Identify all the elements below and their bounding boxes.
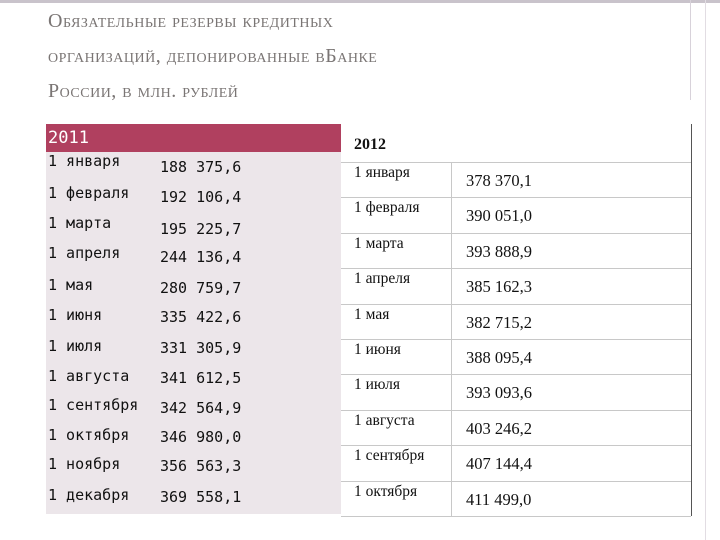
table-2011-value: 188 375,6 [160,158,242,176]
table-2011-month: 1 февраля [48,184,130,202]
table-2012-month: 1 сентября [354,447,425,465]
table-2012-month: 1 марта [354,234,404,252]
table-2011-month: 1 августа [48,367,130,385]
table-2012-value: 385 162,3 [466,277,532,297]
slide-title: Обязательные резервы кредитных организац… [48,4,668,109]
table-2012-value: 382 715,2 [466,312,532,332]
title-line-1: Обязательные резервы кредитных [48,10,334,32]
table-2012-month: 1 апреля [354,270,411,288]
table-2011-month: 1 июля [48,337,103,355]
table-2011-month: 1 июня [48,306,103,324]
table-2011-value: 280 759,7 [160,279,242,297]
table-2012-value: 378 370,1 [466,171,532,190]
table-2011-value: 331 305,9 [160,339,242,357]
table-2011-month: 1 сентября [48,396,139,414]
table-2011-month: 1 марта [48,214,112,232]
table-2011-month: 1 мая [48,276,94,294]
table-2012-row-divider [341,480,691,482]
table-2011-value: 369 558,1 [160,488,242,506]
table-2011-header: 2011 [46,124,341,152]
table-2012-month: 1 мая [354,305,390,323]
table-2012-value: 407 144,4 [466,454,532,474]
table-2012-row-divider [341,374,691,376]
table-2012-value: 393 093,6 [466,383,532,403]
table-2011-body [46,152,341,514]
table-2012-header-label: 2012 [354,136,386,153]
title-line-3: России, в млн. рублей [48,80,239,102]
slide-top-border [0,0,720,3]
table-2012-row-divider [341,409,691,411]
table-2012-row-divider [341,339,691,340]
table-2012-month: 1 августа [354,411,415,429]
table-2011-value: 192 106,4 [160,188,242,206]
table-2012-month: 1 января [354,164,410,181]
table-2012-value: 388 095,4 [466,348,532,367]
table-2011-month: 1 декабря [48,486,130,504]
table-2011: 2011 1 января 188 375,6 1 февраля 192 106,4… [46,124,341,514]
table-2011-value: 244 136,4 [160,248,242,266]
table-2011-value: 335 422,6 [160,308,242,326]
table-2012-month: 1 октября [354,482,418,500]
table-2011-month: 1 апреля [48,244,121,262]
table-2012: 2012 1 января 378 370,1 1 февраля 390 051,0… [341,124,692,517]
table-2011-value: 346 980,0 [160,428,242,446]
table-2012-month: 1 июня [354,341,401,358]
slide-right-margin-line [705,0,706,540]
table-2011-month: 1 ноября [48,455,121,473]
table-2011-value: 356 563,3 [160,457,242,475]
table-2012-value: 403 246,2 [466,418,532,438]
table-2012-bottom-border [341,516,691,517]
table-2012-row-divider [341,232,691,234]
table-2011-month: 1 октября [48,426,130,444]
table-2012-row-divider [341,162,691,163]
table-2012-value: 393 888,9 [466,241,532,261]
table-2012-row-divider [341,197,691,199]
table-2012-month: 1 июля [354,376,400,394]
table-2012-header: 2012 [341,124,691,162]
table-2012-row-divider [341,268,691,270]
table-2011-value: 195 225,7 [160,220,242,238]
table-2011-month: 1 января [48,152,121,170]
table-2012-row-divider [341,445,691,447]
table-2011-value: 342 564,9 [160,399,242,417]
table-2012-row-divider [341,303,691,305]
table-2011-value: 341 612,5 [160,369,242,387]
title-line-2: организаций, депонированные вБанке [48,45,378,67]
slide-right-border [690,0,691,100]
table-2012-month: 1 февраля [354,199,420,217]
table-2012-value: 411 499,0 [466,489,532,509]
table-2012-value: 390 051,0 [466,206,532,226]
